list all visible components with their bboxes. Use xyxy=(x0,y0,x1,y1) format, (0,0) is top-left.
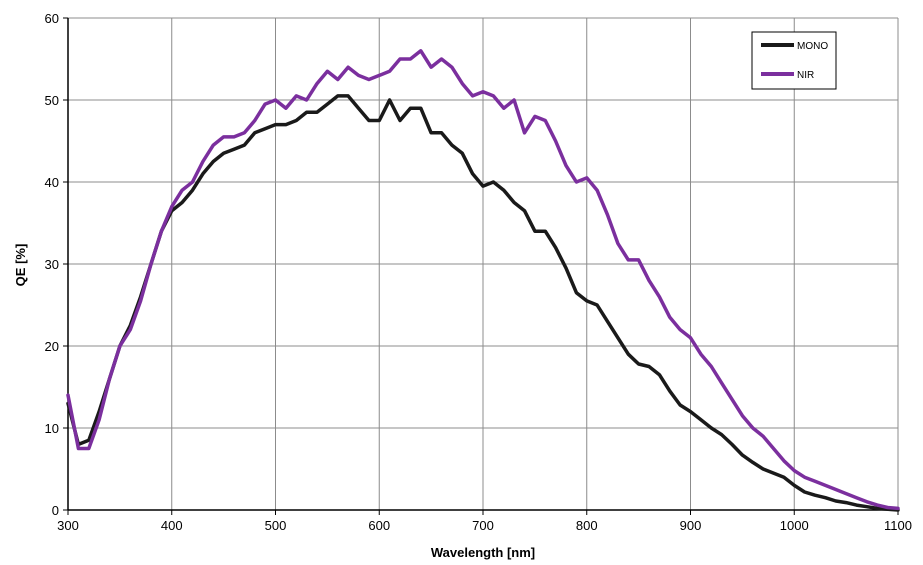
y-tick-label: 30 xyxy=(45,257,59,272)
x-tick-label: 1000 xyxy=(780,518,809,533)
x-tick-label: 1100 xyxy=(884,518,912,533)
x-tick-label: 900 xyxy=(680,518,702,533)
y-tick-label: 10 xyxy=(45,421,59,436)
y-tick-label: 60 xyxy=(45,11,59,26)
x-axis-label: Wavelength [nm] xyxy=(431,545,535,560)
legend-box xyxy=(751,31,837,90)
y-tick-label: 50 xyxy=(45,93,59,108)
y-tick-label: 20 xyxy=(45,339,59,354)
series-line-nir xyxy=(66,49,900,511)
series-lines xyxy=(66,49,900,512)
y-axis-label: QE [%] xyxy=(13,244,28,287)
legend-label-nir: NIR xyxy=(797,70,814,81)
grid xyxy=(68,17,899,510)
x-tick-label: 800 xyxy=(576,518,598,533)
legend: MONO NIR xyxy=(751,31,837,90)
y-tick-label: 40 xyxy=(45,175,59,190)
x-tick-label: 400 xyxy=(161,518,183,533)
legend-label-mono: MONO xyxy=(797,41,828,52)
y-tick-label: 0 xyxy=(52,503,59,518)
axes xyxy=(63,17,899,515)
y-tick-labels: 0 10 20 30 40 50 60 xyxy=(45,11,59,518)
x-tick-label: 300 xyxy=(57,518,79,533)
x-tick-label: 600 xyxy=(368,518,390,533)
x-tick-label: 500 xyxy=(265,518,287,533)
series-line-mono xyxy=(66,94,900,512)
x-tick-labels: 300 400 500 600 700 800 900 1000 1100 xyxy=(57,518,912,533)
x-tick-label: 700 xyxy=(472,518,494,533)
